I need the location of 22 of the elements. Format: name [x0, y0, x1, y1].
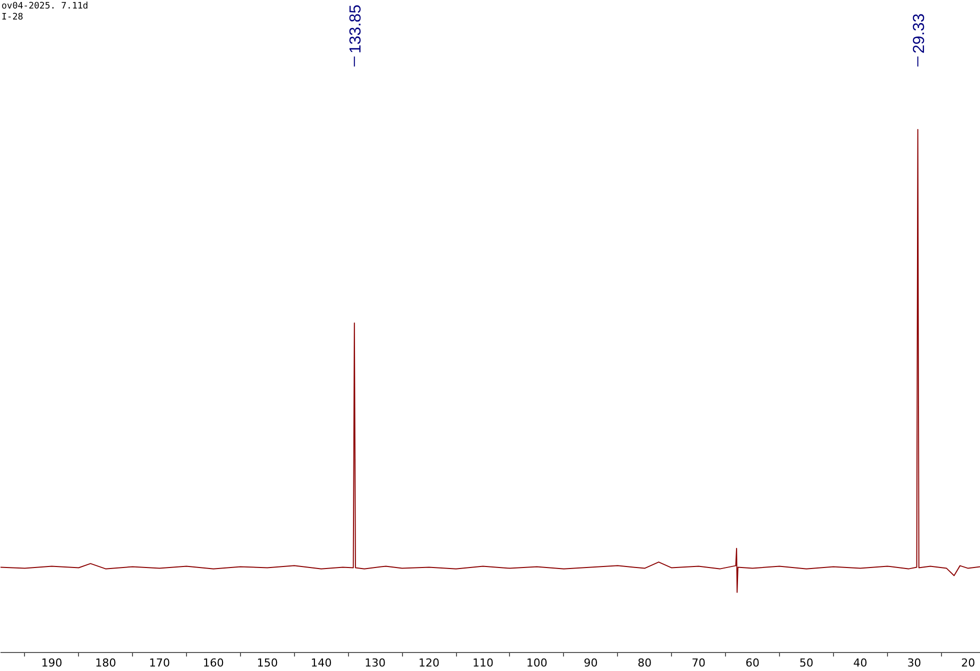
x-tick-label: 110: [472, 656, 494, 670]
x-tick-label: 90: [584, 656, 598, 670]
annotation: 133.85: [347, 4, 364, 54]
x-tick-label: 20: [961, 656, 976, 670]
x-tick-label: 120: [418, 656, 440, 670]
x-tick-label: 180: [95, 656, 116, 670]
x-tick-label: 170: [149, 656, 170, 670]
x-tick-label: 160: [202, 656, 224, 670]
x-tick-label: 100: [526, 656, 548, 670]
text: I-28: [2, 12, 24, 22]
x-tick-label: 130: [364, 656, 386, 670]
x-tick-label: 190: [41, 656, 62, 670]
x-tick-label: 50: [799, 656, 814, 670]
x-tick-label: 40: [853, 656, 868, 670]
x-tick-label: 60: [745, 656, 760, 670]
annotation: 29.33: [910, 13, 928, 54]
x-tick-label: 150: [256, 656, 278, 670]
x-tick-label: 70: [692, 656, 706, 670]
x-tick-label: 140: [310, 656, 332, 670]
x-tick-label: 80: [638, 656, 652, 670]
x-tick-label: 30: [907, 656, 922, 670]
text: ov04-2025. 7.11d: [2, 2, 88, 12]
